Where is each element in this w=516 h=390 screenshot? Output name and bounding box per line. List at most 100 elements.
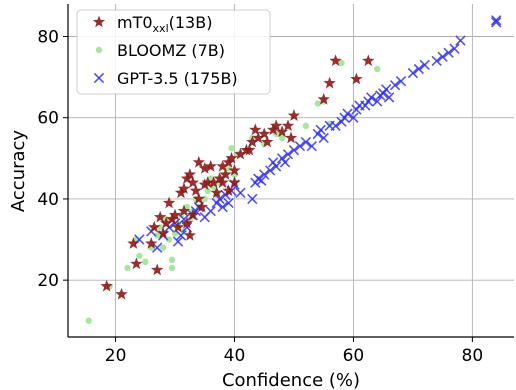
tick-marks: 20 40 60 80 20 40 60 80: [37, 27, 483, 366]
data-point-x: [383, 92, 395, 103]
y-tick-label: 80: [37, 27, 59, 47]
data-point-star: [183, 228, 197, 241]
data-point-circle: [142, 258, 149, 266]
data-point-circle: [168, 264, 176, 272]
data-point-star: [192, 192, 206, 205]
data-point-x: [490, 15, 502, 26]
data-point-x: [443, 47, 454, 58]
data-point-x: [175, 230, 187, 241]
legend-label-mt0: mT0xxl(13B): [117, 13, 212, 35]
data-points: [85, 15, 502, 324]
data-point-star: [198, 178, 211, 190]
data-point-circle: [85, 317, 93, 324]
data-point-x: [152, 242, 163, 253]
data-point-star: [210, 186, 223, 199]
data-point-circle: [165, 236, 173, 243]
data-point-x: [318, 132, 329, 144]
data-point-star: [329, 54, 342, 67]
y-tick-label: 60: [37, 109, 59, 129]
data-point-x: [348, 112, 359, 123]
data-point-star: [198, 161, 211, 174]
data-point-x: [279, 157, 291, 168]
legend-symbol-x: [93, 72, 105, 84]
data-point-star: [213, 172, 226, 184]
data-point-star: [216, 176, 229, 188]
data-point-star: [201, 176, 214, 188]
data-point-circle: [154, 232, 161, 239]
legend-marker-star: [92, 15, 106, 28]
legend-mt0-base: mT0: [117, 13, 153, 32]
data-point-x: [380, 84, 392, 95]
data-point-star: [204, 159, 217, 172]
data-point-star: [281, 119, 295, 132]
data-point-x: [205, 205, 216, 217]
data-point-star: [177, 204, 191, 217]
data-point-circle: [201, 195, 208, 203]
data-point-star: [228, 164, 241, 176]
data-point-star: [195, 200, 208, 213]
data-point-circle: [374, 65, 381, 73]
data-point-star: [249, 123, 262, 136]
data-point-circle: [338, 59, 345, 67]
legend-mt0-suffix: (13B): [169, 13, 213, 32]
data-point-star: [275, 125, 289, 138]
data-point-star: [234, 147, 247, 160]
data-point-x: [172, 236, 184, 247]
data-point-star: [216, 159, 229, 172]
legend-symbol-star: [92, 15, 106, 28]
data-point-x: [247, 193, 258, 205]
data-point-circle: [168, 256, 176, 264]
data-point-star: [261, 135, 274, 148]
legend-label-bloomz: BLOOMZ (7B): [117, 41, 225, 60]
data-point-x: [372, 96, 383, 107]
data-point-x: [490, 17, 502, 28]
data-point-x: [217, 201, 228, 213]
data-point-circle: [225, 165, 232, 172]
data-point-star: [186, 208, 200, 221]
data-point-star: [148, 220, 161, 233]
legend-marker-x: [93, 72, 105, 84]
data-point-star: [317, 92, 330, 105]
data-point-star: [323, 76, 336, 89]
data-point-star: [207, 176, 220, 188]
data-point-x: [389, 80, 401, 91]
data-point-star: [284, 131, 298, 144]
x-tick-label: 60: [343, 346, 365, 366]
data-point-star: [159, 216, 173, 229]
data-point-x: [282, 149, 294, 160]
data-point-x: [259, 169, 270, 180]
data-point-star: [362, 54, 375, 67]
data-point-star: [180, 216, 194, 229]
data-point-star: [225, 151, 238, 164]
data-point-star: [246, 135, 259, 148]
data-point-star: [192, 155, 206, 168]
data-point-x: [288, 145, 300, 156]
data-point-x: [235, 187, 246, 199]
data-point-star: [153, 210, 167, 223]
data-point-x: [366, 92, 377, 103]
data-point-circle: [124, 264, 131, 272]
data-point-star: [189, 184, 203, 197]
data-point-star: [183, 168, 197, 180]
data-point-x: [395, 75, 407, 87]
data-point-x: [407, 67, 419, 79]
data-point-x: [306, 140, 317, 152]
data-point-star: [258, 127, 271, 140]
data-point-circle: [314, 100, 321, 107]
data-point-circle: [159, 244, 167, 251]
legend-marker-circle: [95, 46, 103, 54]
legend-mt0-sub: xxl: [153, 22, 169, 35]
data-point-star: [171, 220, 185, 233]
data-point-star: [100, 279, 113, 292]
legend-symbol-circle: [95, 46, 103, 54]
data-point-x: [342, 108, 353, 119]
data-point-x: [256, 175, 267, 186]
data-point-x: [223, 197, 234, 209]
data-point-x: [315, 124, 326, 136]
data-point-star: [162, 196, 176, 209]
y-tick-label: 40: [37, 190, 59, 210]
data-point-circle: [302, 122, 310, 130]
data-point-circle: [228, 144, 235, 152]
data-point-star: [350, 72, 363, 85]
data-point-x: [413, 63, 425, 75]
